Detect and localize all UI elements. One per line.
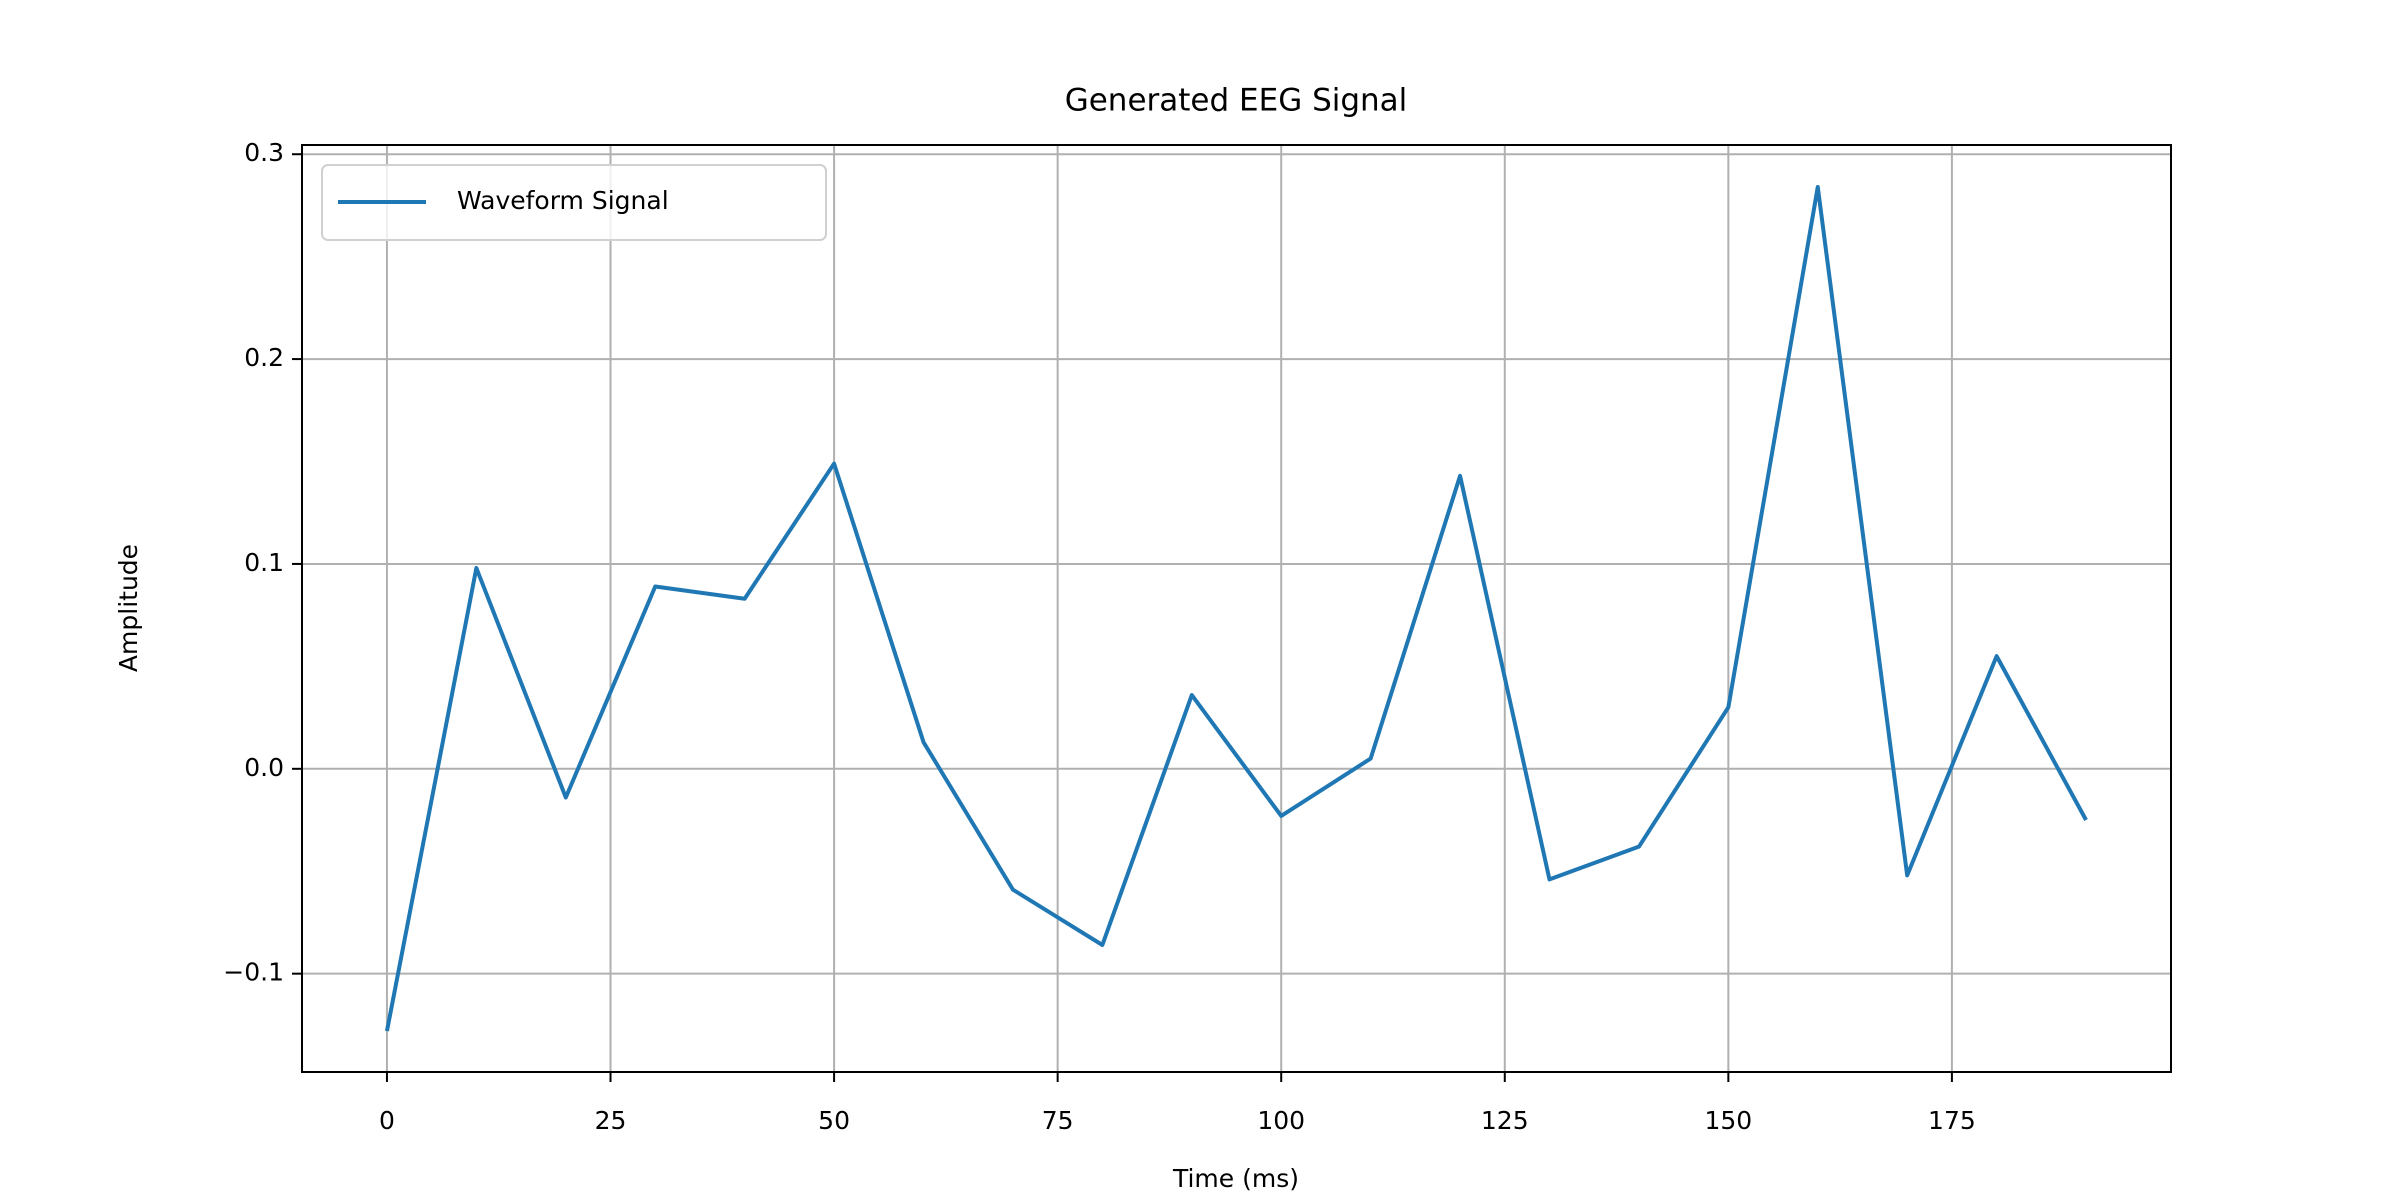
x-tick-label: 25 [595, 1106, 627, 1135]
legend-box [321, 164, 827, 241]
y-tick-label: 0.2 [244, 343, 284, 372]
x-tick-label: 150 [1704, 1106, 1752, 1135]
line-series [384, 185, 2088, 1032]
chart-title: Generated EEG Signal [1065, 83, 1408, 119]
x-tick-label: 0 [379, 1106, 395, 1135]
y-tick-label: −0.1 [223, 958, 284, 987]
y-tick-label: 0.0 [244, 753, 284, 782]
x-axis-label: Time (ms) [1172, 1164, 1299, 1193]
y-tick-label: 0.1 [244, 548, 284, 577]
x-tick-label: 50 [818, 1106, 850, 1135]
x-tick-label: 100 [1257, 1106, 1305, 1135]
x-tick-label: 125 [1481, 1106, 1529, 1135]
x-tick-label: 175 [1928, 1106, 1976, 1135]
x-tick-label: 75 [1042, 1106, 1074, 1135]
legend-label: Waveform Signal [457, 186, 669, 215]
y-axis-label: Amplitude [114, 544, 143, 672]
y-tick-label: 0.3 [244, 138, 284, 167]
plot-frame [301, 144, 2172, 1073]
